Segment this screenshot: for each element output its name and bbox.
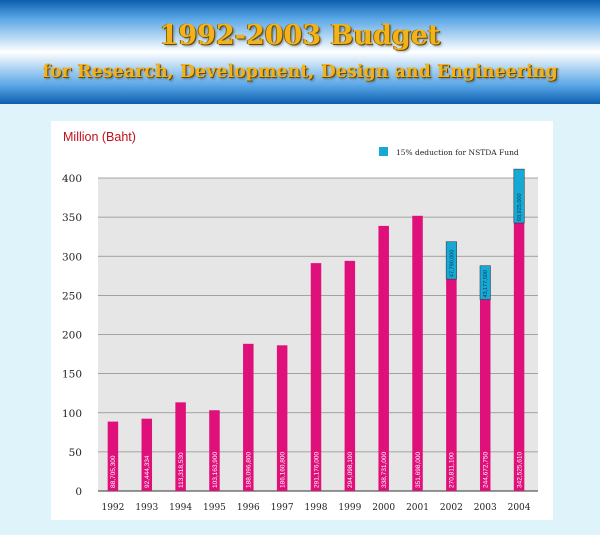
bar — [141, 418, 153, 491]
deduction-bar — [479, 265, 491, 300]
bar — [513, 222, 525, 491]
bar-value-label: 342,525,610 — [516, 451, 523, 488]
deduction-value-label: 47,790,000 — [449, 250, 455, 278]
y-tick-label: 250 — [62, 290, 82, 302]
x-tick-label: 2002 — [440, 503, 463, 513]
budget-bar-chart: 0 50 100 150 200 250 300 350 400 Million (Baht) 88… — [62, 130, 538, 513]
bar — [243, 343, 254, 491]
bar — [107, 421, 119, 491]
bar-value-label: 291,176,000 — [313, 451, 320, 488]
bar — [479, 299, 491, 491]
x-tick-label: 2003 — [474, 503, 497, 513]
deduction-value-label: 68,925,000 — [517, 193, 523, 221]
y-tick-label: 0 — [75, 486, 82, 498]
y-tick-label: 50 — [69, 447, 82, 459]
deduction-bar — [513, 168, 525, 224]
bar-value-label: 351,698,000 — [415, 451, 422, 488]
x-tick-label: 1993 — [135, 503, 158, 513]
y-tick-label: 100 — [62, 408, 82, 420]
x-tick-label: 1999 — [338, 503, 361, 513]
y-tick-label: 400 — [62, 173, 82, 185]
bar-value-label: 113,318,530 — [178, 452, 185, 488]
x-tick-label: 1995 — [203, 503, 226, 513]
x-tick-label: 1998 — [305, 503, 328, 513]
y-tick-label: 300 — [62, 251, 82, 263]
bar — [209, 410, 220, 491]
y-tick-label: 200 — [62, 330, 82, 342]
deduction-value-label: 43,177,500 — [483, 270, 489, 298]
y-axis-label: Million (Baht) — [63, 130, 136, 144]
x-tick-label: 1996 — [237, 503, 260, 513]
bar-value-label: 244,672,750 — [483, 451, 490, 488]
bar — [446, 279, 457, 491]
bar-value-label: 92,444,334 — [144, 455, 151, 488]
bar-value-label: 186,160,800 — [279, 451, 286, 488]
legend-label: 15% deduction for NSTDA Fund — [396, 148, 519, 157]
bar-value-label: 88,705,300 — [110, 455, 117, 488]
bar-value-label: 294,098,100 — [347, 451, 354, 488]
bar — [344, 260, 356, 491]
bar — [378, 225, 389, 491]
x-tick-label: 1992 — [101, 503, 124, 513]
deduction-bar — [445, 241, 457, 280]
bar-value-label: 338,731,000 — [381, 451, 388, 488]
title-banner: 1992-2003 Budget for Research, Developme… — [0, 0, 600, 104]
bar-value-label: 103,163,900 — [212, 451, 219, 488]
x-tick-label: 2004 — [508, 503, 531, 513]
bar — [175, 402, 186, 491]
page-subtitle: for Research, Development, Design and En… — [42, 62, 558, 82]
bar-value-label: 188,096,800 — [246, 451, 253, 488]
x-tick-label: 2001 — [406, 503, 429, 513]
bar — [310, 263, 322, 491]
bar — [276, 345, 288, 491]
y-tick-label: 150 — [62, 369, 82, 381]
x-tick-label: 2000 — [372, 503, 395, 513]
bar-value-label: 270,811,100 — [449, 452, 456, 488]
chart-panel: 0 50 100 150 200 250 300 350 400 Million (Baht) 88… — [51, 121, 553, 520]
bar — [412, 215, 423, 491]
legend-swatch — [379, 147, 388, 156]
x-tick-label: 1994 — [169, 503, 192, 513]
x-tick-label: 1997 — [271, 503, 294, 513]
page-title: 1992-2003 Budget — [159, 20, 441, 51]
y-tick-label: 350 — [62, 212, 82, 224]
